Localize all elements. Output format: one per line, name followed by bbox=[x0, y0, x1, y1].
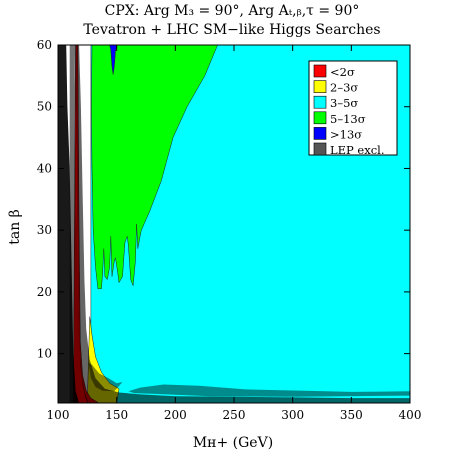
legend-label: 5–13σ bbox=[330, 112, 366, 126]
x-tick-label: 150 bbox=[105, 408, 128, 422]
region-lep-excl--7 bbox=[128, 384, 410, 397]
region-lep-excl--6 bbox=[88, 362, 123, 392]
legend-swatch bbox=[313, 127, 327, 140]
x-tick-label: 100 bbox=[47, 408, 70, 422]
legend: <2σ 2–3σ3–5σ 5–13σ>13σ LEP excl. bbox=[308, 60, 398, 157]
y-axis-label: tan β bbox=[7, 209, 23, 245]
y-tick-label: 10 bbox=[37, 347, 52, 361]
legend-label: <2σ bbox=[330, 65, 355, 79]
legend-label: LEP excl. bbox=[330, 143, 385, 157]
legend-label: >13σ bbox=[330, 127, 362, 141]
y-tick-label: 60 bbox=[37, 38, 52, 52]
region-lep-excl--8 bbox=[69, 45, 89, 403]
legend-swatch bbox=[313, 80, 327, 93]
x-tick-label: 300 bbox=[281, 408, 304, 422]
chart-title-line1: CPX: Arg M₃ = 90°, Arg Aₜ,ᵦ,τ = 90° bbox=[105, 3, 360, 19]
legend-label: 3–5σ bbox=[330, 96, 358, 110]
legend-swatch bbox=[313, 64, 327, 78]
x-tick-label: 200 bbox=[164, 408, 187, 422]
y-axis: 10 20 30 40 50 60 bbox=[37, 38, 410, 361]
region-5-13--1 bbox=[91, 45, 218, 290]
legend-swatch bbox=[313, 142, 327, 156]
x-tick-label: 400 bbox=[399, 408, 422, 422]
y-tick-label: 20 bbox=[37, 285, 52, 299]
legend-swatch bbox=[313, 95, 327, 109]
x-tick-label: 250 bbox=[223, 408, 246, 422]
y-tick-label: 30 bbox=[37, 223, 52, 237]
x-tick-label: 350 bbox=[340, 408, 363, 422]
chart-title-line2: Tevatron + LHC SM−like Higgs Searches bbox=[83, 22, 380, 38]
x-axis: 100 150 200 250 300 350 400 bbox=[47, 45, 422, 422]
x-axis-label: Mʜ+ (GeV) bbox=[193, 435, 273, 451]
y-tick-label: 40 bbox=[37, 161, 52, 175]
legend-label: 2–3σ bbox=[330, 81, 358, 95]
y-tick-label: 50 bbox=[37, 100, 52, 114]
legend-swatch bbox=[313, 111, 327, 125]
region-lep-excl--9 bbox=[58, 45, 80, 403]
